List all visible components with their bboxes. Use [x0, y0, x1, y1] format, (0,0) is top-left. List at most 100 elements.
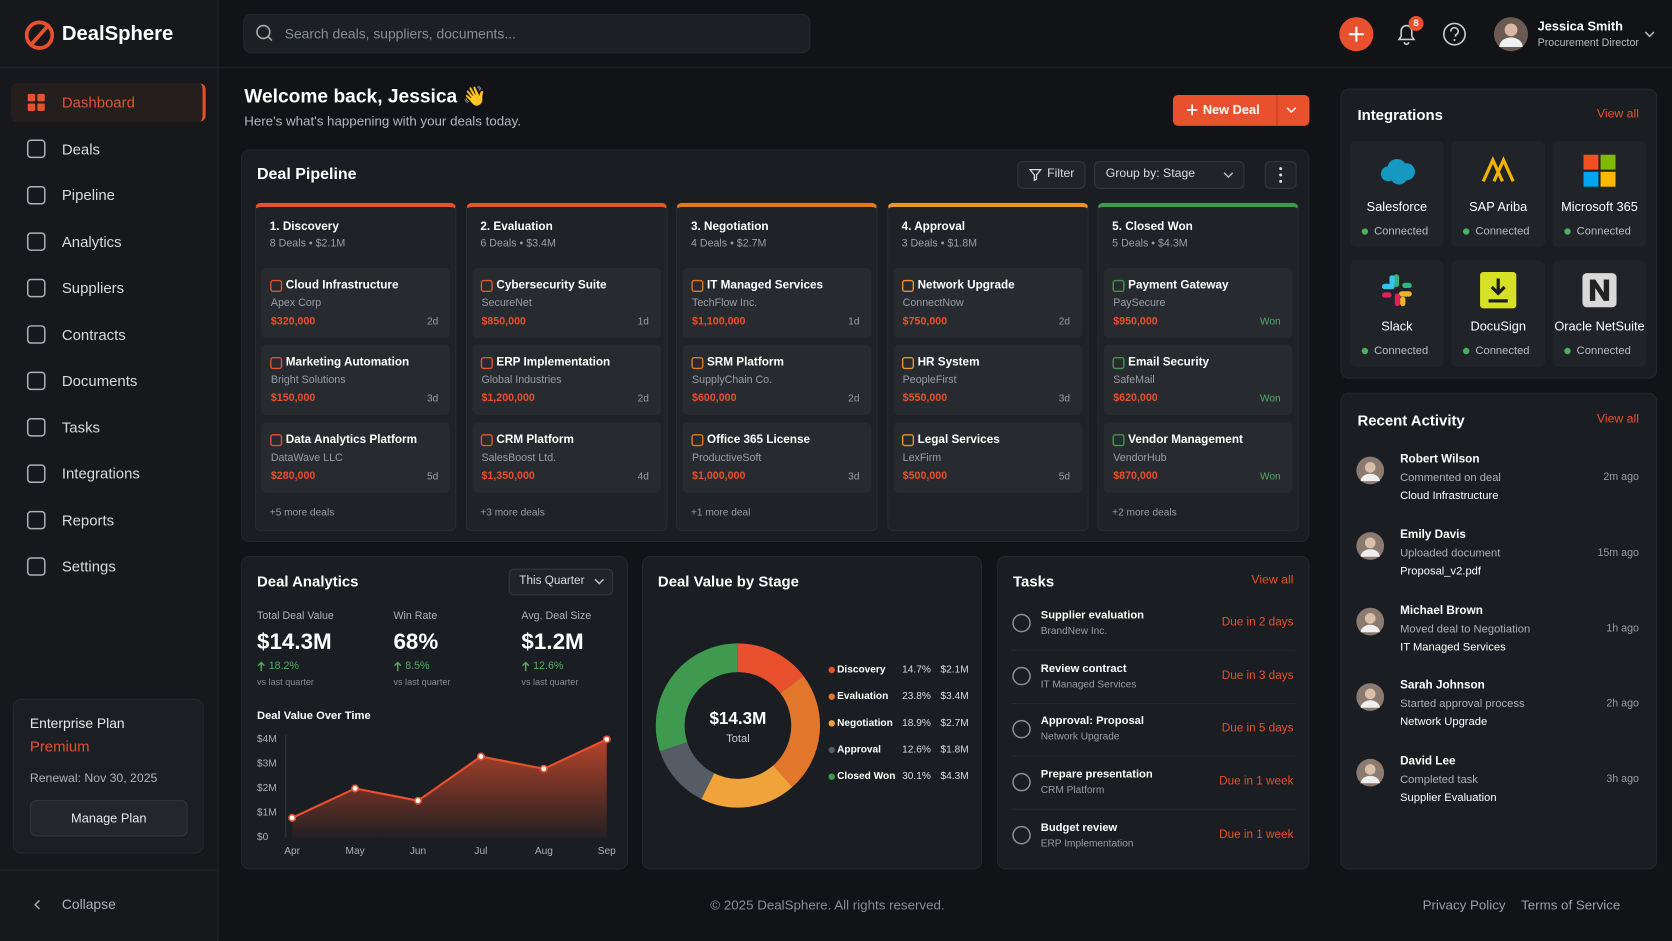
legend-label: Closed Won: [837, 770, 896, 783]
deal-value: $870,000: [1113, 470, 1158, 482]
legend-label: Approval: [837, 743, 881, 756]
deal-company: SalesBoost Ltd.: [481, 451, 557, 464]
more-deals[interactable]: +2 more deals: [1112, 507, 1177, 519]
activity-target[interactable]: Proposal_v2.pdf: [1400, 564, 1482, 578]
deal-card[interactable]: [261, 267, 450, 339]
y-tick-label: $2M: [256, 782, 277, 795]
nav-item[interactable]: Documents: [61, 371, 138, 389]
nav-item[interactable]: Settings: [61, 557, 116, 575]
deal-company: Apex Corp: [270, 297, 322, 310]
activity-action: Commented on deal: [1400, 471, 1501, 485]
deal-value: $500,000: [902, 470, 948, 482]
y-tick-label: $1M: [256, 806, 277, 819]
deal-card[interactable]: [682, 422, 872, 493]
activity-name: David Lee: [1400, 754, 1456, 768]
more-deals[interactable]: +3 more deals: [480, 507, 545, 519]
view-all-link[interactable]: View all: [1596, 412, 1639, 426]
deal-card[interactable]: [682, 344, 872, 416]
brand-name: DealSphere: [61, 23, 174, 46]
stage-name: 4. Approval: [901, 220, 966, 234]
search-input[interactable]: Search deals, suppliers, documents...: [284, 25, 516, 42]
deal-card[interactable]: [261, 422, 450, 493]
footer-link[interactable]: Terms of Service: [1521, 897, 1621, 913]
deal-title: IT Managed Services: [706, 278, 824, 292]
activity-action: Moved deal to Negotiation: [1400, 622, 1531, 636]
deal-age: Won: [1260, 316, 1281, 328]
view-all-link[interactable]: View all: [1251, 574, 1294, 587]
more-deals[interactable]: +1 more deal: [690, 507, 751, 519]
group-select[interactable]: [1094, 161, 1245, 189]
deal-card[interactable]: [893, 344, 1082, 416]
deal-card[interactable]: [261, 344, 450, 416]
button-label[interactable]: New Deal: [1202, 102, 1260, 118]
nav-item[interactable]: Analytics: [61, 232, 122, 250]
manage-plan-button[interactable]: [29, 800, 188, 837]
deal-title: Cybersecurity Suite: [496, 278, 607, 292]
integration-status: Connected: [1475, 344, 1530, 358]
deal-card[interactable]: [1103, 344, 1293, 416]
deal-age: 2d: [426, 316, 439, 328]
kpi-value: 68%: [393, 629, 439, 655]
deal-card[interactable]: [471, 344, 661, 416]
nav-item[interactable]: Integrations: [61, 464, 140, 482]
deal-company: SafeMail: [1113, 374, 1155, 387]
deal-company: SupplyChain Co.: [692, 374, 773, 387]
stage-name: 3. Negotiation: [690, 220, 769, 234]
x-tick-label: Jul: [474, 845, 488, 858]
task-title[interactable]: Approval: Proposal: [1040, 714, 1145, 728]
task-title[interactable]: Review contract: [1040, 661, 1127, 675]
more-button[interactable]: [1264, 161, 1297, 189]
more-deals[interactable]: +5 more deals: [269, 507, 335, 519]
nav-item[interactable]: Suppliers: [61, 279, 125, 297]
nav-item[interactable]: Contracts: [61, 325, 126, 343]
chevron-icon: [1644, 31, 1655, 38]
kpi-label: Avg. Deal Size: [521, 610, 592, 622]
task-title[interactable]: Budget review: [1040, 820, 1118, 834]
nav-item[interactable]: Pipeline: [61, 186, 115, 204]
filter-button[interactable]: [1017, 161, 1086, 189]
button-label[interactable]: Manage Plan: [71, 810, 147, 826]
welcome-title: Welcome back, Jessica 👋: [244, 85, 487, 107]
deal-card[interactable]: [893, 422, 1082, 493]
nav-item[interactable]: Tasks: [61, 418, 101, 436]
deal-card[interactable]: [471, 422, 661, 493]
select-label[interactable]: Group by: Stage: [1105, 167, 1196, 181]
task-title[interactable]: Prepare presentation: [1040, 767, 1153, 781]
deal-title: Cloud Infrastructure: [285, 278, 399, 292]
button-label[interactable]: Filter: [1047, 167, 1075, 181]
task-subtitle: ERP Implementation: [1040, 837, 1134, 850]
task-title[interactable]: Supplier evaluation: [1040, 608, 1145, 622]
search-box[interactable]: [243, 13, 811, 54]
legend-percent: 12.6%: [902, 743, 931, 756]
activity-target[interactable]: Supplier Evaluation: [1400, 791, 1497, 805]
card-title: Deal Analytics: [256, 572, 359, 590]
deal-age: 1d: [637, 316, 649, 328]
deal-card[interactable]: [1103, 422, 1293, 493]
deal-value: $1,000,000: [692, 470, 746, 482]
nav-item[interactable]: Deals: [61, 139, 101, 157]
notification-count[interactable]: 8: [1413, 17, 1419, 29]
deal-company: VendorHub: [1113, 451, 1167, 464]
deal-card[interactable]: [471, 267, 661, 339]
collapse-button[interactable]: Collapse: [61, 896, 116, 913]
footer-link[interactable]: Privacy Policy: [1422, 897, 1506, 913]
deal-card[interactable]: [893, 267, 1082, 339]
user-avatar: [1493, 17, 1529, 52]
activity-time: 2m ago: [1603, 471, 1639, 484]
user-avatar: [1504, 23, 1518, 37]
nav-item[interactable]: Reports: [61, 511, 115, 529]
legend-amount: $1.8M: [940, 743, 969, 756]
kpi-value: $14.3M: [256, 629, 332, 655]
activity-card: [1340, 392, 1658, 870]
deal-card[interactable]: [1103, 267, 1293, 339]
activity-target[interactable]: Network Upgrade: [1400, 715, 1488, 729]
deal-card[interactable]: [682, 267, 872, 339]
activity-target[interactable]: Cloud Infrastructure: [1400, 489, 1499, 503]
view-all-link[interactable]: View all: [1596, 107, 1639, 121]
select-label[interactable]: This Quarter: [519, 574, 585, 588]
deal-age: 5d: [1058, 470, 1071, 483]
activity-target[interactable]: IT Managed Services: [1400, 640, 1506, 654]
nav-item[interactable]: Dashboard: [61, 93, 135, 111]
deal-title: HR System: [917, 356, 980, 369]
y-tick-label: $0: [256, 831, 269, 844]
